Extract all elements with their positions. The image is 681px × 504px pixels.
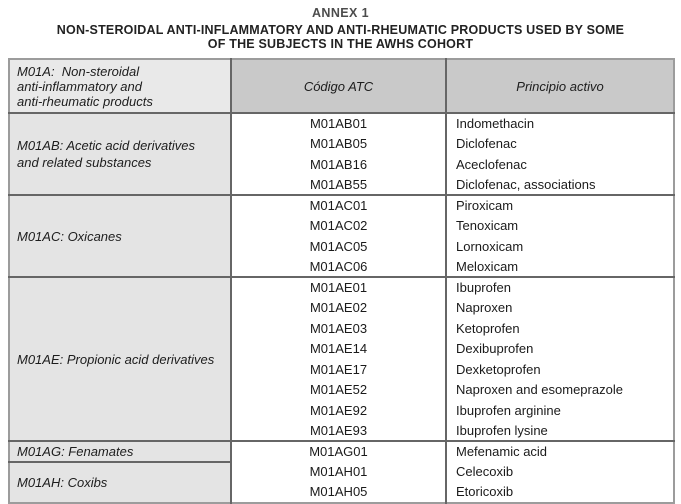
table-row: M01AE92 Ibuprofen arginine xyxy=(9,400,674,421)
table-header-row: M01A: Non-steroidal anti-inflammatory an… xyxy=(9,59,674,114)
table-row: M01AE93 Ibuprofen lysine xyxy=(9,420,674,441)
active-ingredient-cell: Etoricoxib xyxy=(445,482,674,503)
active-ingredient-cell: Mefenamic acid xyxy=(445,440,674,462)
active-ingredient-cell: Aceclofenac xyxy=(445,154,674,175)
group-label-cell: M01AE: Propionic acid derivatives xyxy=(9,276,231,441)
group-label-cell: M01AG: Fenamates xyxy=(9,440,231,462)
active-ingredient-cell: Tenoxicam xyxy=(445,215,674,236)
table-row: M01AE: Propionic acid derivatives M01AE0… xyxy=(9,276,674,441)
atc-code-cell: M01AH05 xyxy=(230,482,446,503)
table-row: M01AC02 Tenoxicam xyxy=(9,215,674,236)
table-row: M01AH: Coxibs M01AH01 Celecoxib xyxy=(9,460,674,503)
active-ingredient-cell: Diclofenac xyxy=(445,133,674,154)
atc-code-cell: M01AE52 xyxy=(230,379,446,400)
active-ingredient-cell: Piroxicam xyxy=(445,194,674,216)
atc-code-cell: M01AE03 xyxy=(230,318,446,339)
table-row: M01AB05 Diclofenac xyxy=(9,133,674,154)
active-ingredient-cell: Ibuprofen xyxy=(445,276,674,298)
table-row: M01AB: Acetic acid derivatives and relat… xyxy=(9,112,674,195)
column-header-active-ingredient: Principio activo xyxy=(445,59,674,114)
atc-code-cell: M01AB16 xyxy=(230,154,446,175)
atc-code-cell: M01AB55 xyxy=(230,174,446,195)
atc-code-cell: M01AE93 xyxy=(230,420,446,441)
active-ingredient-cell: Naproxen and esomeprazole xyxy=(445,379,674,400)
active-ingredient-cell: Meloxicam xyxy=(445,256,674,277)
group-label-cell: M01AH: Coxibs xyxy=(9,460,231,503)
table-row: M01AE03 Ketoprofen xyxy=(9,318,674,339)
table-row: M01AH05 Etoricoxib xyxy=(9,482,674,503)
title-block: ANNEX 1 NON-STEROIDAL ANTI-INFLAMMATORY … xyxy=(0,0,681,51)
active-ingredient-cell: Dexibuprofen xyxy=(445,338,674,359)
group-label-cell: M01AC: Oxicanes xyxy=(9,194,231,277)
active-ingredient-cell: Indomethacin xyxy=(445,112,674,134)
column-header-product-class: M01A: Non-steroidal anti-inflammatory an… xyxy=(9,59,231,114)
group-label-cell: M01AB: Acetic acid derivatives and relat… xyxy=(9,112,231,195)
active-ingredient-cell: Diclofenac, associations xyxy=(445,174,674,195)
annex-title: ANNEX 1 xyxy=(312,6,369,20)
atc-code-cell: M01AH01 xyxy=(230,461,446,482)
document-title: NON-STEROIDAL ANTI-INFLAMMATORY AND ANTI… xyxy=(56,23,625,51)
atc-code-cell: M01AC02 xyxy=(230,215,446,236)
table-row: M01AC: Oxicanes M01AC01 Piroxicam xyxy=(9,194,674,277)
atc-code-cell: M01AB05 xyxy=(230,133,446,154)
atc-code-cell: M01AG01 xyxy=(230,440,446,462)
atc-code-cell: M01AE01 xyxy=(230,276,446,298)
active-ingredient-cell: Ibuprofen lysine xyxy=(445,420,674,441)
column-header-atc-code: Código ATC xyxy=(230,59,446,114)
active-ingredient-cell: Dexketoprofen xyxy=(445,359,674,380)
table-row: M01AB55 Diclofenac, associations xyxy=(9,174,674,195)
active-ingredient-cell: Ibuprofen arginine xyxy=(445,400,674,421)
atc-code-cell: M01AE92 xyxy=(230,400,446,421)
table-row: M01AE52 Naproxen and esomeprazole xyxy=(9,379,674,400)
atc-code-cell: M01AE17 xyxy=(230,359,446,380)
atc-code-cell: M01AC06 xyxy=(230,256,446,277)
active-ingredient-cell: Celecoxib xyxy=(445,461,674,482)
active-ingredient-cell: Ketoprofen xyxy=(445,318,674,339)
atc-code-cell: M01AE02 xyxy=(230,297,446,318)
nsaid-products-table: M01A: Non-steroidal anti-inflammatory an… xyxy=(8,58,675,504)
atc-code-cell: M01AC05 xyxy=(230,236,446,257)
atc-code-cell: M01AE14 xyxy=(230,338,446,359)
table-row: M01AB16 Aceclofenac xyxy=(9,154,674,175)
table-row: M01AE14 Dexibuprofen xyxy=(9,338,674,359)
active-ingredient-cell: Naproxen xyxy=(445,297,674,318)
table-row: M01AC05 Lornoxicam xyxy=(9,236,674,257)
table-row: M01AC06 Meloxicam xyxy=(9,256,674,277)
table-row: M01AE02 Naproxen xyxy=(9,297,674,318)
table-row: M01AE17 Dexketoprofen xyxy=(9,359,674,380)
atc-code-cell: M01AC01 xyxy=(230,194,446,216)
active-ingredient-cell: Lornoxicam xyxy=(445,236,674,257)
table-row: M01AG: Fenamates M01AG01 Mefenamic acid xyxy=(9,440,674,462)
atc-code-cell: M01AB01 xyxy=(230,112,446,134)
